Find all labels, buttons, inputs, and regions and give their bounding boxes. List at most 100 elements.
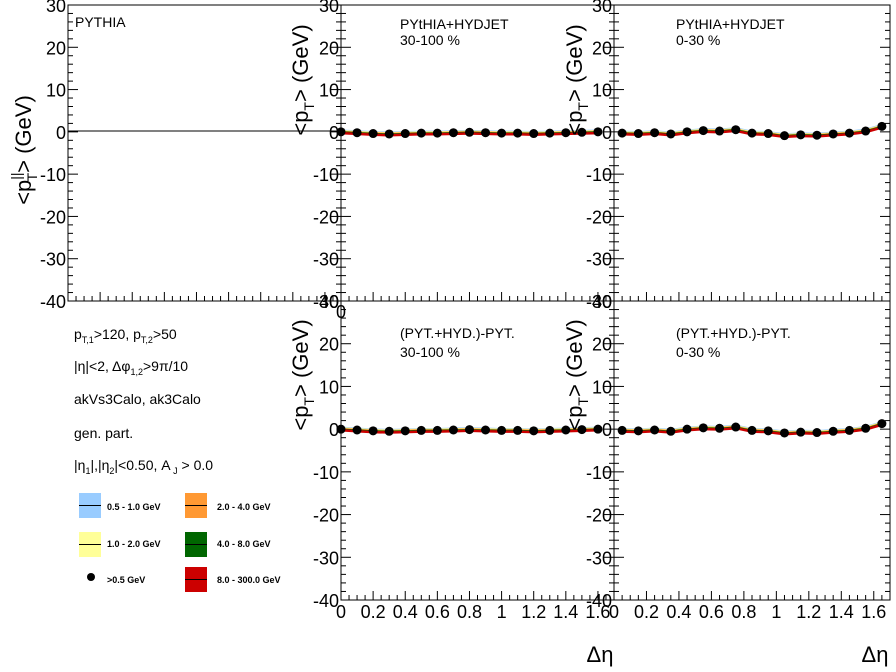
p6-point	[763, 426, 773, 436]
p2-point	[481, 128, 491, 138]
svg-text:<pT> (GeV): <pT> (GeV)	[288, 319, 317, 430]
p2-point	[448, 128, 458, 138]
p5-xtick-label: 0.6	[425, 602, 450, 622]
panel-3-subtitle: 0-30 %	[676, 32, 720, 48]
p6-point	[812, 428, 822, 438]
p1-ytick-label: -10	[40, 165, 66, 185]
p2-point	[384, 129, 394, 139]
legend-label-4: >0.5 GeV	[107, 575, 146, 585]
p3-point	[650, 128, 660, 138]
p3-ytick-label: 20	[592, 38, 612, 58]
y-axis-title-panel-6: <pT> (GeV)	[562, 319, 591, 430]
p2-point	[368, 129, 378, 139]
p3-point	[828, 129, 838, 139]
p6-xtick-label: 0	[609, 602, 619, 622]
p2-ytick-label: 10	[319, 81, 339, 101]
p5-point	[593, 424, 603, 434]
p2-point	[561, 128, 571, 138]
p5-xtick-label: 1.4	[553, 602, 578, 622]
p5-point	[577, 425, 587, 435]
p6-xtick-label: 0.2	[634, 602, 659, 622]
p2-ytick-label: 0	[329, 123, 339, 143]
p3-point	[812, 130, 822, 140]
panel-6-frame	[613, 300, 891, 601]
p6-xtick-label: 1.2	[796, 602, 821, 622]
p1-ytick-label: 20	[46, 38, 66, 58]
p5-ytick-label: -10	[313, 463, 339, 483]
p5-point	[448, 425, 458, 435]
p6-xtick-label: 0.4	[666, 602, 691, 622]
legend-label-2: 1.0 - 2.0 GeV	[107, 539, 161, 549]
legend-box: pT,1>120, pT,2>50 |η|<2, Δφ1,2>9π/10 akV…	[0, 300, 340, 600]
p3-point	[633, 129, 643, 139]
p5-point	[481, 425, 491, 435]
legend-swatch-3	[185, 532, 207, 557]
p6-point	[861, 423, 871, 433]
p5-xtick-label: 0.2	[361, 602, 386, 622]
legend-label-5: 8.0 - 300.0 GeV	[217, 575, 281, 585]
p6-point	[828, 426, 838, 436]
legend-marker-4	[87, 573, 95, 581]
p1-ytick-label: 0	[56, 123, 66, 143]
p6-point	[650, 425, 660, 435]
y-axis-title-panel-3: <pT> (GeV)	[562, 24, 591, 135]
p6-ytick-label: 20	[592, 335, 612, 355]
y-axis-title-panel-1: <p||T> (GeV)	[8, 95, 40, 205]
legend-label-1: 2.0 - 4.0 GeV	[217, 502, 271, 512]
info-pt-cut: pT,1>120, pT,2>50	[74, 326, 177, 345]
p5-point	[497, 425, 507, 435]
x-axis-title-right: Δη	[862, 642, 889, 667]
panel-2-subtitle: 30-100 %	[400, 32, 460, 48]
p3-point	[617, 128, 627, 138]
p2-point	[432, 128, 442, 138]
p6-point	[844, 425, 854, 435]
p6-point	[877, 419, 887, 429]
p6-point	[682, 424, 692, 434]
panel-5-title: (PYT.+HYD.)-PYT.	[400, 325, 515, 341]
panel-3-frame	[613, 4, 891, 302]
x-axis-title-middle: Δη	[587, 642, 614, 667]
svg-text:<pT> (GeV): <pT> (GeV)	[562, 24, 591, 135]
p6-point	[617, 425, 627, 435]
p5-ytick-label: -20	[313, 506, 339, 526]
p5-point	[432, 425, 442, 435]
p2-point	[545, 128, 555, 138]
p3-point	[844, 128, 854, 138]
p1-ytick-label: -40	[40, 292, 66, 312]
p5-xtick-label: 0.8	[457, 602, 482, 622]
p2-ytick-label: -40	[313, 292, 339, 312]
p6-ytick-label: -20	[586, 506, 612, 526]
data-markers	[336, 121, 887, 438]
p2-ytick-label: -10	[313, 165, 339, 185]
legend-label-3: 4.0 - 8.0 GeV	[217, 539, 271, 549]
legend-swatch-0	[79, 493, 101, 518]
panel-2-title: PYtHIA+HYDJET	[400, 16, 509, 32]
p2-point	[400, 129, 410, 139]
p5-ytick-label: 10	[319, 377, 339, 397]
p6-point	[715, 423, 725, 433]
panel-6-title: (PYT.+HYD.)-PYT.	[676, 325, 791, 341]
p1-ytick-label: -20	[40, 207, 66, 227]
info-algorithm: akVs3Calo, ak3Calo	[74, 391, 201, 407]
p2-ytick-label: -20	[313, 207, 339, 227]
p3-point	[698, 126, 708, 136]
p3-ytick-label: 30	[592, 0, 612, 16]
p3-point	[715, 126, 725, 136]
p2-point	[529, 129, 539, 139]
p6-ytick-label: 10	[592, 377, 612, 397]
p3-ytick-label: -40	[586, 292, 612, 312]
info-asymmetry-cut: |η1|,|η2|<0.50, A J > 0.0	[74, 457, 214, 476]
info-eta-phi-cut: |η|<2, Δφ1,2>9π/10	[74, 358, 189, 377]
p2-point	[416, 128, 426, 138]
p3-ytick-label: 0	[602, 123, 612, 143]
svg-text:<pT> (GeV): <pT> (GeV)	[562, 319, 591, 430]
p6-point	[633, 426, 643, 436]
p6-point	[747, 425, 757, 435]
p5-ytick-label: -30	[313, 548, 339, 568]
p3-point	[877, 121, 887, 131]
p5-ytick-label: 30	[319, 292, 339, 312]
y-axis-title-panel-5: <pT> (GeV)	[288, 319, 317, 430]
panel-3-title: PYtHIA+HYDJET	[676, 16, 785, 32]
p3-point	[731, 125, 741, 135]
panel-6-subtitle: 0-30 %	[676, 344, 720, 360]
